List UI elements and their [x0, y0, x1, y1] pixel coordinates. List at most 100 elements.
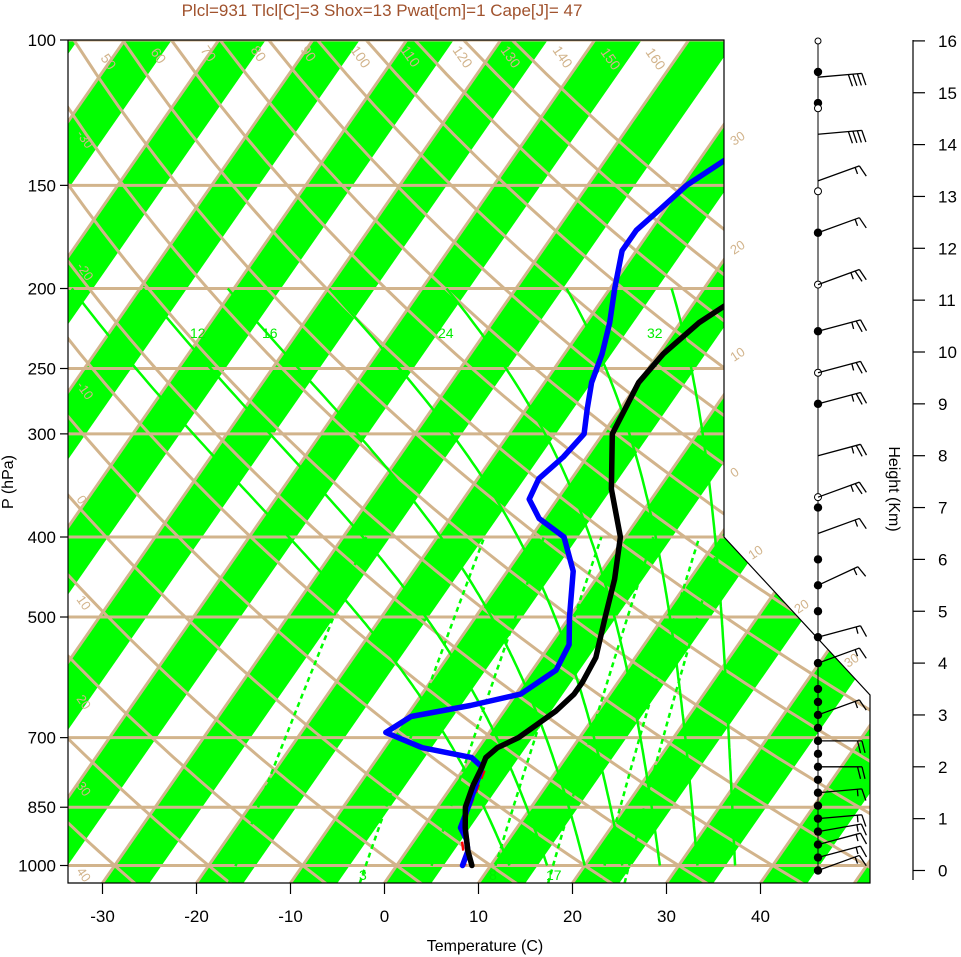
wind-barb-full: [854, 483, 863, 495]
mixing-ratio-line: [623, 536, 723, 883]
dry-adiabat-line: [68, 40, 427, 883]
wind-barb-staff: [817, 517, 860, 535]
wind-level-dot: [813, 555, 823, 564]
height-tick-label: 16: [938, 32, 957, 51]
dry-adiabat-label: 140: [550, 43, 577, 71]
wind-barb-full: [861, 788, 867, 801]
dry-adiabat-line: [68, 40, 236, 883]
dry-adiabat-line: [68, 40, 870, 883]
wind-barb-staff: [817, 788, 862, 794]
wind-barb-staff: [817, 443, 861, 457]
wind-barb-half: [856, 815, 859, 823]
height-tick-label: 0: [938, 862, 947, 881]
isotherm-line: [662, 40, 870, 883]
isotherm-right-label: 10: [745, 542, 765, 563]
wind-level-dot: [813, 607, 823, 616]
wind-barb-full: [858, 855, 867, 867]
wind-barb-staff: [817, 845, 861, 859]
wind-barb-half: [854, 856, 859, 864]
wind-barb-half: [855, 847, 859, 855]
wind-barb: [817, 319, 868, 333]
mixing-ratio-line: [227, 536, 368, 883]
isotherm-right-label: 10: [727, 344, 747, 365]
wind-barb-full: [858, 699, 867, 711]
isotherm-line: [68, 40, 233, 883]
pressure-tick-label: 200: [28, 280, 56, 299]
wind-level-dot: [813, 749, 823, 759]
moist-adiabat-line: [445, 287, 662, 866]
temperature-axis: -30 -20 -10 0 10 20 30 40: [90, 883, 770, 926]
height-tick-label: 4: [938, 654, 947, 673]
temperature-tick-label: 0: [380, 907, 389, 926]
wind-level-dot: [813, 697, 823, 707]
wind-barb: [818, 740, 866, 754]
mixing-ratio-line: [598, 536, 701, 883]
isotherm-line: [380, 40, 870, 883]
wind-top-marker: [814, 37, 822, 45]
height-tick-label: 10: [938, 343, 957, 362]
temperature-tick-label: 20: [563, 907, 582, 926]
wind-barb: [817, 217, 867, 234]
mixing-ratio-line: [424, 536, 546, 883]
wind-barb-half: [856, 824, 859, 832]
wind-barb-full: [855, 393, 863, 405]
isotherm-label: 20: [74, 692, 95, 712]
pressure-tick-label: 400: [28, 528, 56, 547]
isotherm-line: [98, 40, 703, 883]
wind-barb-staff: [817, 129, 862, 135]
isotherm-line: [68, 40, 327, 883]
wind-barb-staff: [817, 217, 860, 234]
wind-barb-full: [859, 392, 868, 404]
wind-barb-staff: [817, 72, 862, 78]
temperature-tick-label: 40: [751, 907, 770, 926]
wind-barb-full: [847, 131, 854, 144]
wind-level-open-dot: [814, 187, 822, 196]
wind-barb-full: [861, 814, 867, 827]
height-tick-label: 12: [938, 239, 957, 258]
wind-barb: [817, 517, 867, 535]
wind-barb: [817, 391, 868, 405]
mixing-ratio-label: 17: [546, 867, 562, 883]
wind-barb-half: [850, 484, 854, 493]
wind-barb-full: [858, 165, 867, 177]
dry-adiabat-line: [170, 40, 870, 883]
mixing-ratio-label: 8: [489, 867, 497, 883]
isotherm-line: [0, 22, 44, 887]
mixing-ratio-lines: [227, 536, 723, 883]
dry-adiabat-line: [267, 40, 870, 883]
wind-barb-staff: [817, 165, 860, 182]
wind-level-dot: [813, 67, 823, 77]
pressure-axis-title: P (hPa): [0, 455, 17, 509]
isotherm-band: [570, 40, 870, 883]
mixing-ratio-label: 3: [359, 867, 367, 883]
wind-level-dot: [813, 503, 823, 512]
wind-barb-half: [851, 363, 855, 371]
isotherm-right-label: 0: [727, 464, 741, 480]
height-tick-label: 9: [938, 395, 947, 414]
dry-adiabat-line: [68, 40, 618, 883]
pressure-tick-label: 850: [28, 798, 56, 817]
isotherm-band: [68, 40, 655, 883]
wind-barb-full: [859, 361, 868, 373]
isotherm-right-label: 20: [727, 237, 747, 258]
wind-barb-full: [861, 73, 867, 86]
wind-barb-full: [856, 766, 862, 779]
wind-barb-staff: [817, 832, 861, 846]
wind-barb-full: [857, 566, 867, 577]
wind-barb-full: [856, 130, 862, 143]
wind-barb: [817, 814, 867, 827]
wind-level-dot: [813, 723, 823, 733]
moist-adiabat-label: 12: [190, 325, 206, 341]
temperature-tick-label: -30: [90, 907, 115, 926]
moist-adiabat-line: [70, 287, 511, 867]
wind-barb-full: [847, 74, 854, 87]
wind-barb-full: [854, 270, 863, 282]
wind-barb-half: [850, 272, 854, 280]
wind-barb: [817, 481, 867, 498]
isotherm-band: [664, 40, 870, 883]
temperature-axis-title: Temperature (C): [427, 938, 543, 955]
dry-adiabat-line: [68, 40, 331, 883]
